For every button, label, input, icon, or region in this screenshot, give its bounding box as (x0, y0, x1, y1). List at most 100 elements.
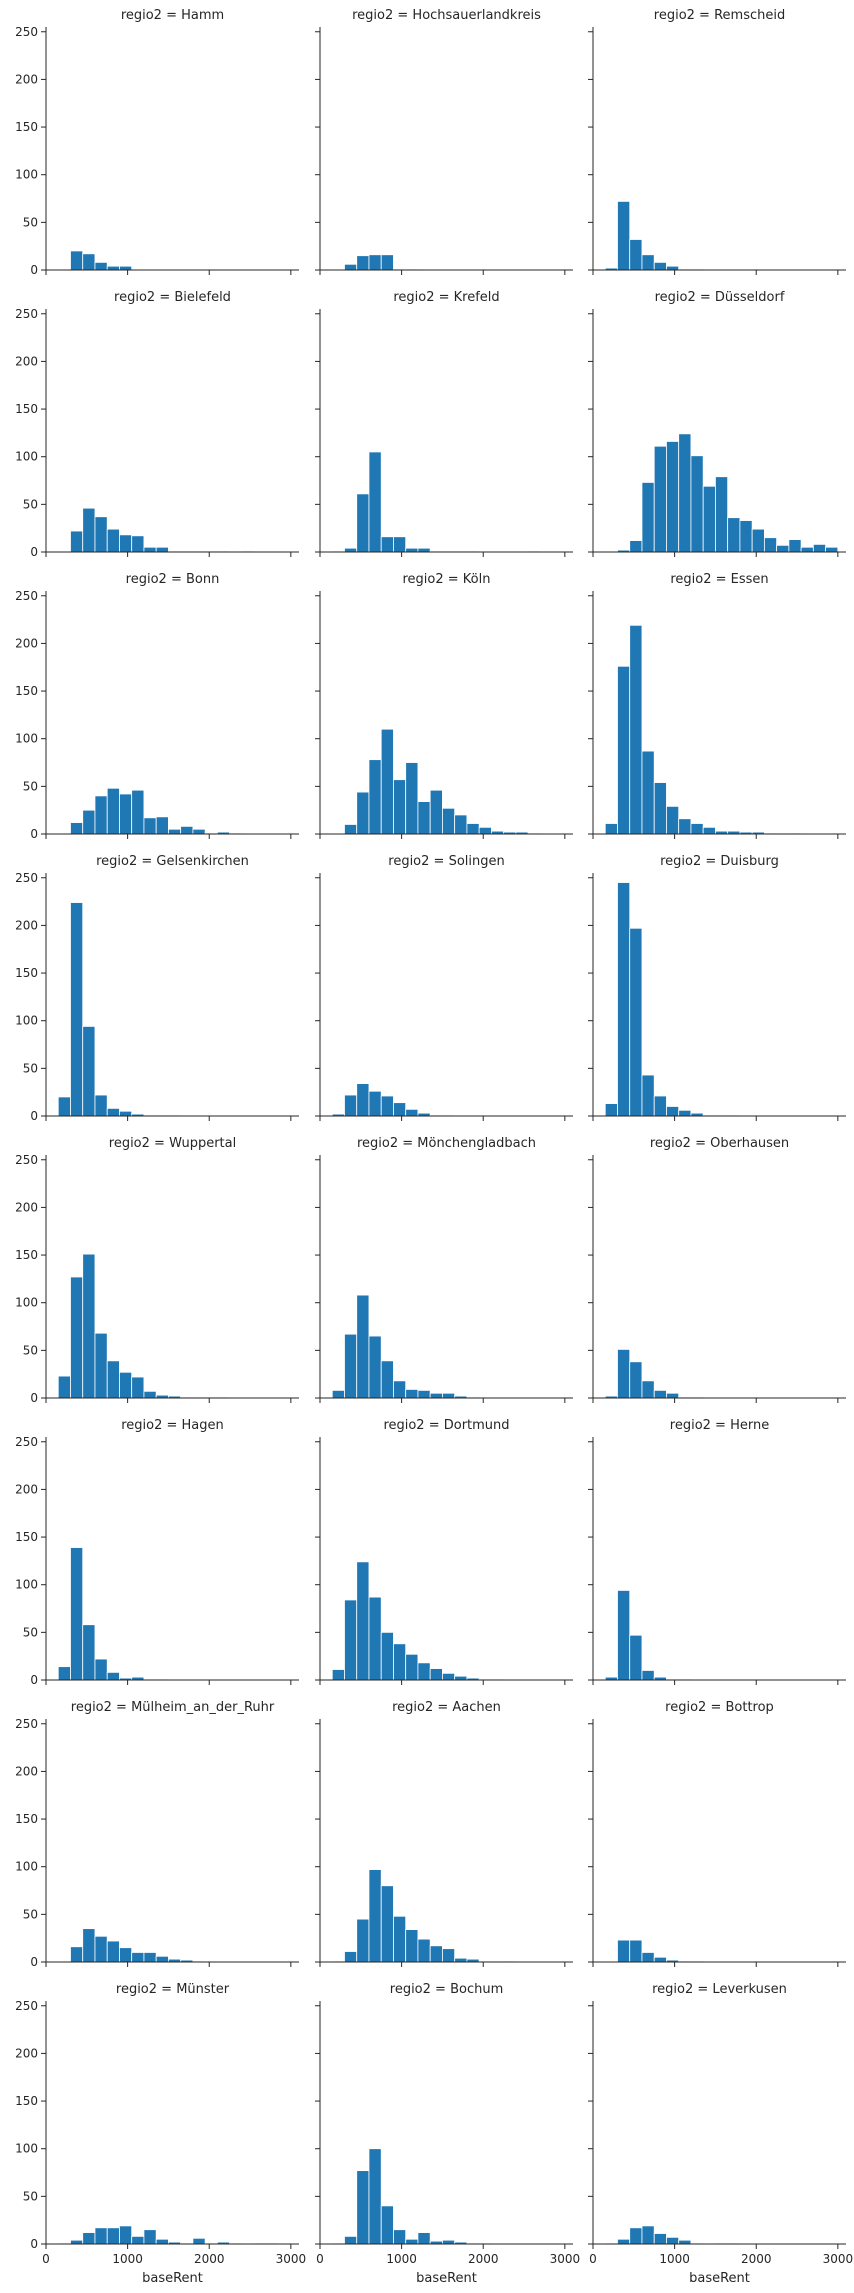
x-axis-label: baseRent (689, 2271, 750, 2286)
facet-panel: regio2 = Münster 0 50 100 150 200 250 0 1000 2000… (15, 1982, 306, 2286)
histogram-bar (119, 2225, 133, 2245)
histogram-bar (356, 791, 370, 835)
facet-title: regio2 = Solingen (388, 854, 504, 869)
y-tick-label: 150 (15, 684, 38, 698)
y-tick-label: 50 (23, 2189, 38, 2203)
y-tick-label: 250 (15, 1435, 38, 1449)
x-axis-label: baseRent (416, 2271, 477, 2286)
histogram-bar (751, 528, 765, 553)
histogram-bar (380, 728, 394, 835)
facet-panel: regio2 = Bochum 0 1000 2000 3000 baseRent (315, 1982, 580, 2286)
facet-title: regio2 = Bonn (126, 572, 220, 587)
histogram-bar (604, 1103, 618, 1117)
histogram-bar (666, 441, 680, 553)
x-tick-label: 3000 (550, 2252, 581, 2266)
histogram-bar (94, 1094, 108, 1117)
histogram-bar (368, 254, 382, 271)
histogram-bar (57, 1375, 71, 1399)
histogram-bar (380, 536, 394, 553)
facet-title: regio2 = Hagen (121, 1418, 224, 1433)
histogram-bar (106, 1360, 120, 1399)
histogram-bar (393, 2229, 407, 2245)
histogram-bar (641, 2225, 655, 2245)
histogram-bar (478, 826, 492, 835)
histogram-bar (356, 1918, 370, 1963)
y-tick-label: 250 (15, 25, 38, 39)
histogram-bar (155, 1955, 169, 1963)
facet-title: regio2 = Mülheim_an_der_Ruhr (71, 1700, 275, 1715)
histogram-bar (119, 793, 133, 835)
histogram-bar (94, 1332, 108, 1399)
histogram-bar (356, 1561, 370, 1681)
facet-title: regio2 = Leverkusen (652, 1982, 787, 1997)
histogram-bar (106, 1940, 120, 1963)
histogram-bar (344, 824, 358, 835)
facet-title: regio2 = Aachen (392, 1700, 501, 1715)
x-tick-label: 2000 (741, 2252, 772, 2266)
histogram-bar (380, 254, 394, 271)
histogram-bar (653, 1956, 667, 1963)
facet-panel: regio2 = Bielefeld 0 50 100 150 200 250 (15, 290, 299, 559)
histogram-bar (617, 882, 631, 1117)
histogram-bar (368, 759, 382, 835)
histogram-bar (143, 817, 157, 835)
facet-title: regio2 = Gelsenkirchen (96, 854, 249, 869)
facet-panel: regio2 = Essen (588, 572, 846, 839)
histogram-bar (155, 546, 169, 553)
histogram-bar (405, 1108, 419, 1117)
histogram-bar (690, 455, 704, 553)
histogram-bar (82, 507, 96, 553)
histogram-bar (678, 2239, 692, 2245)
histogram-bar (106, 2227, 120, 2245)
y-tick-label: 0 (30, 1391, 38, 1405)
y-tick-label: 0 (30, 545, 38, 559)
x-tick-label: 2000 (468, 2252, 499, 2266)
histogram-bar (825, 546, 839, 553)
y-tick-label: 200 (15, 1764, 38, 1778)
histogram-bar (641, 1670, 655, 1681)
histogram-bar (356, 255, 370, 271)
histogram-bar (131, 1376, 145, 1399)
y-tick-label: 100 (15, 450, 38, 464)
histogram-bar (368, 1335, 382, 1399)
y-tick-label: 200 (15, 1200, 38, 1214)
histogram-bar (641, 1380, 655, 1399)
histogram-bar (442, 807, 456, 835)
y-tick-label: 100 (15, 1296, 38, 1310)
histogram-bar (715, 476, 729, 553)
histogram-bar (82, 809, 96, 835)
histogram-bar (454, 1957, 468, 1963)
histogram-bar (344, 1951, 358, 1963)
histogram-bar (57, 1666, 71, 1681)
y-tick-label: 150 (15, 1812, 38, 1826)
x-tick-label: 0 (42, 2252, 50, 2266)
y-tick-label: 50 (23, 1625, 38, 1639)
histogram-bar (82, 1026, 96, 1117)
histogram-bar (393, 1915, 407, 1963)
facet-panel: regio2 = Hamm 0 50 100 150 200 250 (15, 8, 299, 277)
histogram-bar (143, 1952, 157, 1963)
histogram-bar (356, 2170, 370, 2245)
facet-panel: regio2 = Remscheid (588, 8, 846, 275)
x-tick-label: 2000 (194, 2252, 225, 2266)
y-tick-label: 0 (30, 263, 38, 277)
histogram-bar (331, 1669, 345, 1681)
histogram-bar (417, 1389, 431, 1399)
histogram-bar (143, 2229, 157, 2245)
histogram-bar (106, 265, 120, 271)
facet-panel: regio2 = Leverkusen 0 1000 2000 3000 baseRent (588, 1982, 853, 2286)
histogram-bar (57, 1096, 71, 1117)
histogram-bar (666, 805, 680, 835)
histogram-bar (629, 239, 643, 271)
histogram-bar (405, 547, 419, 553)
histogram-bar (653, 261, 667, 271)
histogram-bar (417, 2232, 431, 2245)
histogram-bar (617, 665, 631, 835)
histogram-bar (653, 782, 667, 835)
histogram-bar (119, 265, 133, 271)
histogram-bar (168, 828, 182, 835)
histogram-bar (678, 433, 692, 553)
facet-panel: regio2 = Bonn 0 50 100 150 200 250 (15, 572, 299, 841)
y-tick-label: 50 (23, 779, 38, 793)
facet-title: regio2 = Bottrop (665, 1700, 774, 1715)
